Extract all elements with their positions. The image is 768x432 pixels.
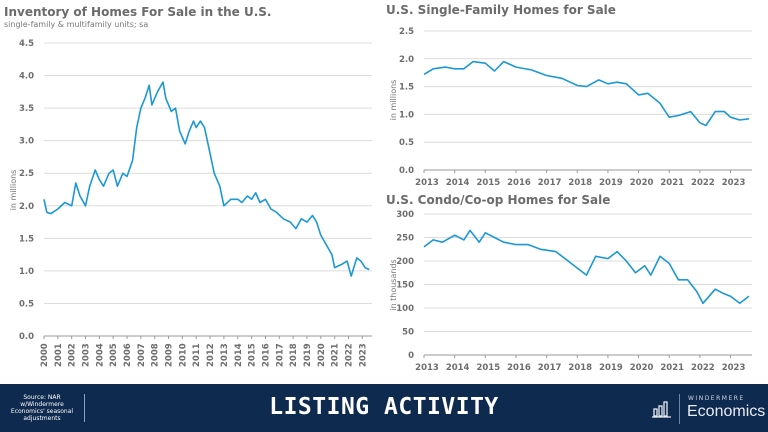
y-tick-label: 1.0: [19, 267, 34, 277]
x-tick-label: 2012: [206, 343, 216, 367]
y-tick-label: 100: [396, 304, 414, 314]
y-tick-label: 0.0: [19, 332, 34, 342]
y-tick-label: 3.0: [19, 137, 34, 147]
x-tick-label: 2021: [660, 178, 684, 188]
x-tick-label: 2022: [691, 178, 715, 188]
x-tick-label: 2017: [275, 343, 285, 367]
x-tick-label: 2013: [415, 178, 439, 188]
x-tick-label: 2019: [599, 363, 623, 373]
series-line: [423, 229, 750, 305]
x-tick-label: 2000: [40, 343, 50, 367]
divider: [84, 394, 85, 422]
x-tick-label: 2017: [538, 363, 562, 373]
y-tick-label: 2.0: [399, 55, 414, 65]
y-axis-label: in millions: [9, 170, 18, 211]
y-axis-label: in millions: [389, 80, 398, 121]
bar-chart-logo-icon: [652, 401, 671, 418]
y-tick-label: 0.0: [399, 166, 414, 176]
x-tick-label: 2010: [178, 343, 188, 367]
x-tick-label: 2013: [415, 363, 439, 373]
series-line: [43, 81, 370, 277]
y-tick-label: 200: [396, 257, 414, 267]
y-tick-label: 0.5: [19, 299, 34, 309]
y-tick-label: 4.5: [19, 39, 34, 49]
x-tick-label: 2023: [722, 363, 746, 373]
x-tick-label: 2020: [317, 343, 327, 367]
y-tick-label: 250: [396, 234, 414, 244]
x-tick-label: 2016: [507, 363, 531, 373]
x-tick-label: 2018: [289, 343, 299, 367]
x-tick-label: 2016: [261, 343, 271, 367]
y-tick-label: 2.0: [19, 202, 34, 212]
y-axis-label: in thousands: [389, 259, 398, 310]
footer-bar: Source: NAR w/Windermere Economics' seas…: [0, 384, 768, 432]
chart-title: Inventory of Homes For Sale in the U.S.: [4, 5, 271, 19]
x-tick-label: 2006: [123, 343, 133, 367]
charts-canvas: Inventory of Homes For Sale in the U.S.s…: [4, 3, 752, 373]
x-tick-label: 2003: [82, 343, 92, 367]
y-tick-label: 50: [402, 328, 414, 338]
x-tick-label: 2019: [599, 178, 623, 188]
x-tick-label: 2015: [248, 343, 258, 367]
y-tick-label: 300: [396, 210, 414, 220]
x-tick-label: 2023: [722, 178, 746, 188]
x-tick-label: 2014: [234, 343, 244, 367]
x-tick-label: 2021: [660, 363, 684, 373]
x-tick-label: 2020: [630, 363, 654, 373]
x-tick-label: 2005: [109, 343, 119, 367]
x-tick-label: 2022: [344, 343, 354, 367]
y-tick-label: 0.5: [399, 138, 414, 148]
x-tick-label: 2014: [446, 178, 470, 188]
x-tick-label: 2019: [303, 343, 313, 367]
x-tick-label: 2018: [568, 178, 592, 188]
brand-name: Economics: [687, 403, 766, 420]
x-tick-label: 2008: [151, 343, 161, 367]
y-tick-label: 3.5: [19, 104, 34, 114]
chart-title: U.S. Single-Family Homes for Sale: [386, 3, 616, 17]
x-tick-label: 2014: [446, 363, 470, 373]
x-tick-label: 2020: [630, 178, 654, 188]
series-line: [423, 60, 750, 127]
x-tick-label: 2007: [137, 343, 147, 367]
x-tick-label: 2018: [568, 363, 592, 373]
section-title: LISTING ACTIVITY: [269, 394, 499, 420]
x-tick-label: 2013: [220, 343, 230, 367]
logo-divider: [679, 394, 680, 424]
source-note: Source: NAR w/Windermere Economics' seas…: [10, 394, 74, 422]
x-tick-label: 2022: [691, 363, 715, 373]
x-tick-label: 2009: [165, 343, 175, 367]
y-tick-label: 4.0: [19, 72, 34, 82]
x-tick-label: 2004: [95, 343, 105, 367]
y-tick-label: 1.0: [399, 110, 414, 120]
y-tick-label: 2.5: [399, 27, 414, 37]
y-tick-label: 1.5: [399, 83, 414, 93]
x-tick-label: 2016: [507, 178, 531, 188]
x-tick-label: 2002: [68, 343, 78, 367]
x-tick-label: 2015: [476, 178, 500, 188]
y-tick-label: 150: [396, 281, 414, 291]
x-tick-label: 2023: [358, 343, 368, 367]
x-tick-label: 2011: [192, 343, 202, 367]
x-tick-label: 2001: [54, 343, 64, 367]
y-tick-label: 2.5: [19, 169, 34, 179]
chart-subtitle: single-family & multifamily units; sa: [4, 20, 148, 29]
x-tick-label: 2015: [476, 363, 500, 373]
x-tick-label: 2017: [538, 178, 562, 188]
chart-title: U.S. Condo/Co-op Homes for Sale: [386, 193, 610, 207]
y-tick-label: 1.5: [19, 234, 34, 244]
y-tick-label: 0: [408, 351, 414, 361]
x-tick-label: 2021: [331, 343, 341, 367]
brand-name-top: WINDERMERE: [688, 395, 745, 402]
